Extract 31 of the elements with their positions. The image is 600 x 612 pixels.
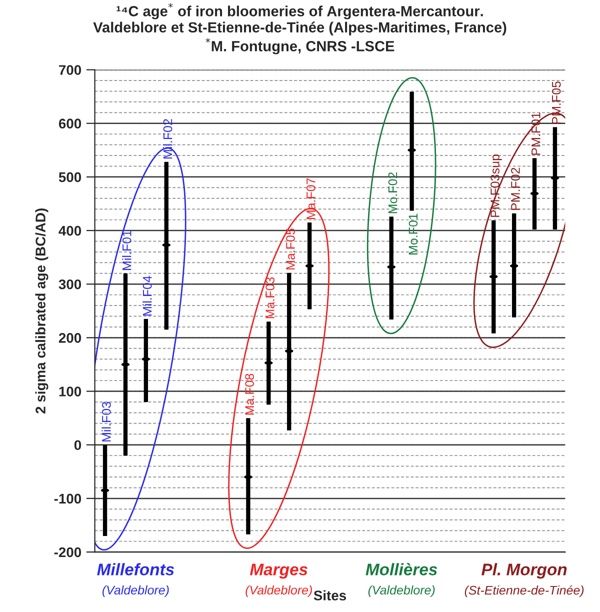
y-tick-label: -100 — [54, 494, 82, 504]
text: Ma.F07 — [306, 178, 316, 220]
text: PM.F01 — [531, 112, 540, 155]
text: Mo.F02 — [388, 172, 398, 214]
y-tick-label: 600 — [58, 118, 82, 129]
y-tick-label: 500 — [58, 172, 82, 182]
text: Ma.F05 — [286, 228, 295, 270]
text: Mil.F03 — [102, 402, 111, 442]
y-tick-label: 300 — [58, 279, 82, 290]
text: PM.F03sup — [490, 154, 502, 217]
y-tick-label: 100 — [59, 386, 82, 396]
text: Ma.F08 — [245, 374, 254, 415]
text: Marges (Valdeblore) — [246, 564, 312, 598]
text: Mil.F02 — [163, 119, 172, 158]
text: Millefonts (Valdeblore) — [97, 563, 174, 598]
y-tick-label: 200 — [58, 333, 82, 343]
y-tick-label: 700 — [59, 65, 82, 75]
text: PM.F05 — [552, 81, 561, 124]
text: PM.F02 — [511, 168, 520, 210]
text: Mo.F01 — [408, 214, 418, 254]
text: Mollières (Valdeblore) — [366, 562, 438, 598]
y-axis-title: 2 sigma calibrated age (BC/AD) — [35, 208, 48, 414]
text: Mil.F04 — [142, 276, 152, 316]
text: Mil.F01 — [122, 230, 132, 270]
x-axis-title: Sites — [314, 590, 346, 600]
y-tick-label: 0 — [74, 440, 82, 450]
y-tick-label: -200 — [54, 547, 82, 558]
text: Pl. Morgon (St-Etienne-de-Tinée) — [464, 563, 584, 598]
y-tick-label: 400 — [58, 226, 82, 236]
text: Ma.F03 — [266, 277, 274, 318]
chart-title: ¹⁴C age$^{*}$ of iron bloomeries of Argentera-Mercantour. Valdeblore et St-Etienne-de-Tinée (Alpes-Maritimes, France) $^{*}$M. Fontugne, CNRS -LSCE — [93, 3, 506, 54]
